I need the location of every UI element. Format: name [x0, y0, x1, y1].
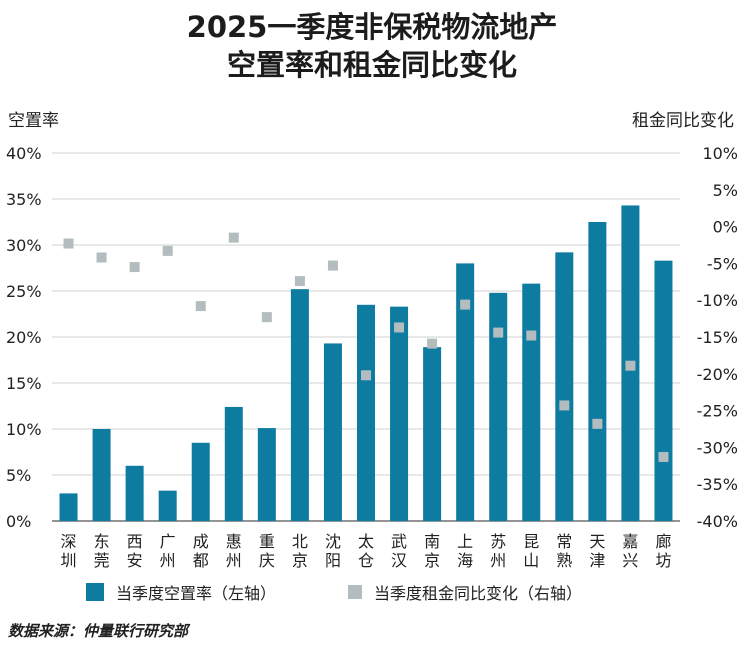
bar — [323, 343, 342, 521]
bar — [191, 442, 210, 521]
legend-swatch-marker — [348, 585, 363, 599]
rent-marker — [261, 312, 272, 323]
bar — [125, 465, 144, 521]
chart-title-line1: 2025一季度非保税物流地产 — [186, 10, 558, 44]
bar — [654, 260, 673, 521]
x-tick-label: 重庆 — [259, 532, 275, 570]
y-right-tick-label: -15% — [697, 328, 738, 347]
x-tick-label: 昆山 — [523, 532, 539, 570]
y-left-tick-label: 5% — [6, 466, 31, 485]
y-axis-left-title: 空置率 — [8, 111, 59, 131]
legend-item-rent: 当季度租金同比变化（右轴） — [348, 580, 582, 604]
x-tick-label: 成都 — [193, 532, 209, 570]
y-left-tick-label: 15% — [6, 374, 42, 393]
legend-swatch-bar — [86, 583, 104, 601]
rent-marker — [559, 400, 570, 411]
rent-marker — [129, 262, 140, 273]
bar — [59, 493, 78, 521]
bar — [390, 306, 409, 521]
x-tick-label: 上海 — [457, 532, 473, 570]
legend-label-vacancy: 当季度空置率（左轴） — [116, 584, 277, 603]
y-right-tick-label: -40% — [697, 512, 738, 531]
x-tick-label: 广州 — [160, 532, 176, 570]
y-left-tick-label: 25% — [6, 282, 42, 301]
y-left-tick-label: 20% — [6, 328, 42, 347]
y-right-tick-label: -35% — [697, 475, 738, 494]
rent-marker — [162, 245, 173, 256]
rent-marker — [361, 370, 371, 381]
rent-marker — [195, 301, 206, 312]
rent-marker — [394, 322, 405, 333]
rent-marker — [327, 260, 338, 271]
x-tick-label: 太仓 — [358, 532, 374, 570]
x-tick-label: 东莞 — [94, 532, 110, 570]
y-right-tick-label: -10% — [697, 291, 738, 310]
y-right-tick-label: -20% — [697, 365, 738, 384]
x-tick-label: 天津 — [589, 532, 605, 570]
x-tick-label: 嘉兴 — [622, 532, 638, 570]
chart-title: 2025一季度非保税物流地产 空置率和租金同比变化 — [0, 8, 744, 84]
rent-marker — [294, 276, 305, 287]
y-right-tick-label: 10% — [702, 144, 738, 163]
bar — [290, 289, 309, 521]
legend-item-vacancy: 当季度空置率（左轴） — [86, 580, 276, 604]
y-axis-right-title: 租金同比变化 — [632, 111, 734, 131]
y-right-tick-label: -5% — [707, 254, 738, 273]
rent-marker — [96, 252, 107, 263]
rent-marker — [228, 232, 239, 243]
y-right-tick-label: -25% — [697, 402, 738, 421]
x-tick-label: 惠州 — [226, 532, 242, 570]
x-tick-label: 西安 — [127, 532, 143, 570]
x-tick-label: 苏州 — [490, 532, 506, 570]
rent-marker — [526, 330, 537, 341]
bar — [522, 283, 541, 521]
x-tick-label: 常熟 — [556, 532, 572, 570]
bar — [423, 347, 442, 521]
rent-marker — [658, 451, 669, 462]
y-right-tick-label: 5% — [713, 181, 738, 200]
y-right-tick-label: 0% — [713, 218, 738, 237]
x-tick-label: 深圳 — [61, 532, 77, 570]
bar — [588, 222, 607, 521]
legend: 当季度空置率（左轴） 当季度租金同比变化（右轴） — [86, 580, 582, 604]
bar — [555, 252, 574, 522]
y-left-tick-label: 10% — [6, 420, 42, 439]
chart-title-line2: 空置率和租金同比变化 — [226, 48, 517, 82]
rent-marker — [460, 299, 471, 310]
source-note: 数据来源：仲量联行研究部 — [8, 622, 189, 640]
y-left-tick-label: 35% — [6, 190, 42, 209]
y-left-tick-label: 0% — [6, 512, 31, 531]
bar — [92, 429, 111, 521]
x-tick-label: 武汉 — [391, 532, 407, 570]
x-tick-label: 南京 — [424, 532, 440, 570]
bar — [224, 406, 243, 521]
legend-label-rent: 当季度租金同比变化（右轴） — [374, 584, 583, 603]
bar — [489, 292, 508, 521]
y-left-tick-label: 40% — [6, 144, 42, 163]
bar — [357, 304, 375, 521]
bar — [257, 428, 276, 521]
y-left-tick-label: 30% — [6, 236, 42, 255]
x-tick-label: 北京 — [292, 532, 308, 570]
y-right-tick-label: -30% — [697, 438, 738, 457]
rent-marker — [427, 338, 438, 349]
bar — [456, 263, 475, 521]
rent-marker — [63, 238, 74, 249]
x-tick-label: 沈阳 — [325, 532, 341, 570]
x-tick-label: 廊坊 — [655, 532, 671, 570]
rent-marker — [493, 327, 504, 338]
bar — [158, 490, 177, 521]
rent-marker — [592, 418, 603, 429]
rent-marker — [625, 360, 636, 371]
